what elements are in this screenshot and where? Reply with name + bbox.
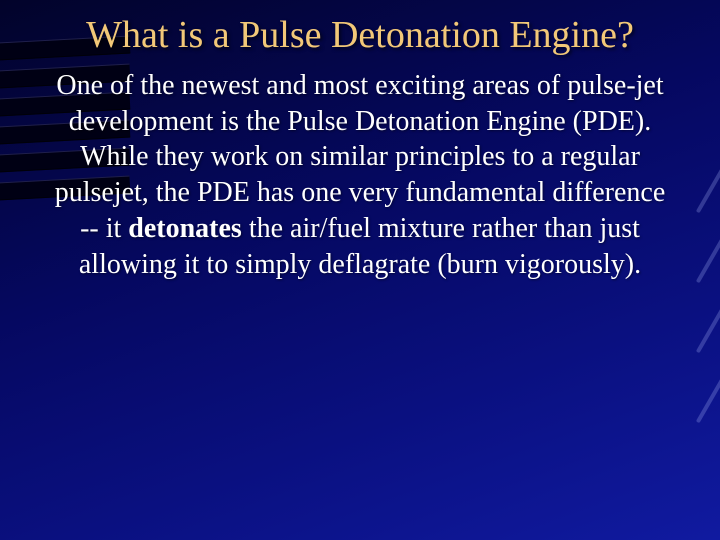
slide-title: What is a Pulse Detonation Engine?: [0, 0, 720, 58]
slide-body: One of the newest and most exciting area…: [0, 58, 720, 283]
body-text-bold: detonates: [128, 213, 242, 244]
slide: What is a Pulse Detonation Engine? One o…: [0, 0, 720, 540]
